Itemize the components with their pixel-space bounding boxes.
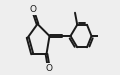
Text: O: O [30,5,36,14]
Text: O: O [45,64,52,73]
